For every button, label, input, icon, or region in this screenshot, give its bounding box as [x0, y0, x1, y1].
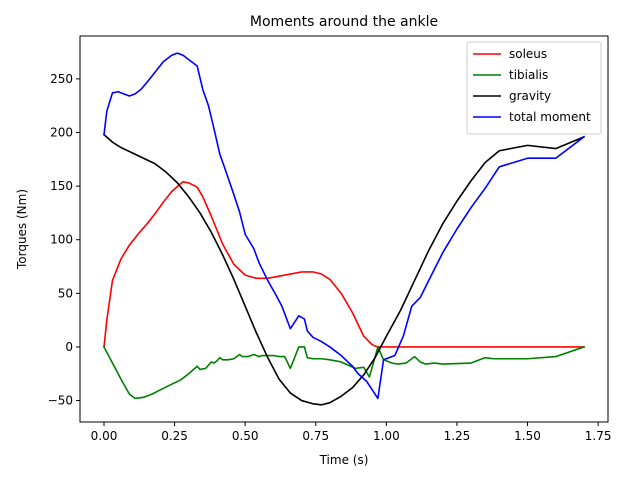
axes-frame	[79, 35, 609, 423]
x-tick-label: 1.50	[514, 429, 541, 443]
y-tick-label: 200	[50, 126, 73, 140]
plot-area	[102, 52, 586, 406]
x-tick-label: 0.25	[161, 429, 188, 443]
series-line-soleus	[103, 181, 585, 348]
y-tick-label: −50	[48, 394, 73, 408]
x-axis-label: Time (s)	[319, 453, 369, 467]
series-line-gravity	[102, 133, 586, 406]
x-tick-label: 1.00	[373, 429, 400, 443]
series-line-tibialis	[102, 345, 586, 400]
chart-title: Moments around the ankle	[250, 14, 438, 30]
legend-label: soleus	[509, 47, 547, 61]
legend: soleus tibialis gravity total moment	[466, 41, 602, 135]
y-tick-label: 0	[65, 340, 73, 354]
y-axis-label: Torques (Nm)	[15, 189, 29, 270]
legend-box	[466, 41, 602, 135]
x-tick-label: 1.75	[585, 429, 612, 443]
y-axis: −50 0 50 100 150 200 250	[48, 72, 80, 408]
y-tick-label: 50	[58, 286, 73, 300]
y-tick-label: 150	[50, 179, 73, 193]
x-tick-label: 0.50	[232, 429, 259, 443]
x-tick-label: 0.00	[91, 429, 118, 443]
legend-label: total moment	[509, 110, 591, 124]
series-line-total-moment	[103, 52, 586, 400]
y-tick-label: 250	[50, 72, 73, 86]
x-axis: 0.00 0.25 0.50 0.75 1.00 1.25 1.50 1.75	[91, 422, 612, 443]
x-tick-label: 0.75	[302, 429, 329, 443]
legend-label: gravity	[509, 89, 551, 103]
y-tick-label: 100	[50, 233, 73, 247]
legend-label: tibialis	[509, 68, 548, 82]
x-tick-label: 1.25	[444, 429, 471, 443]
